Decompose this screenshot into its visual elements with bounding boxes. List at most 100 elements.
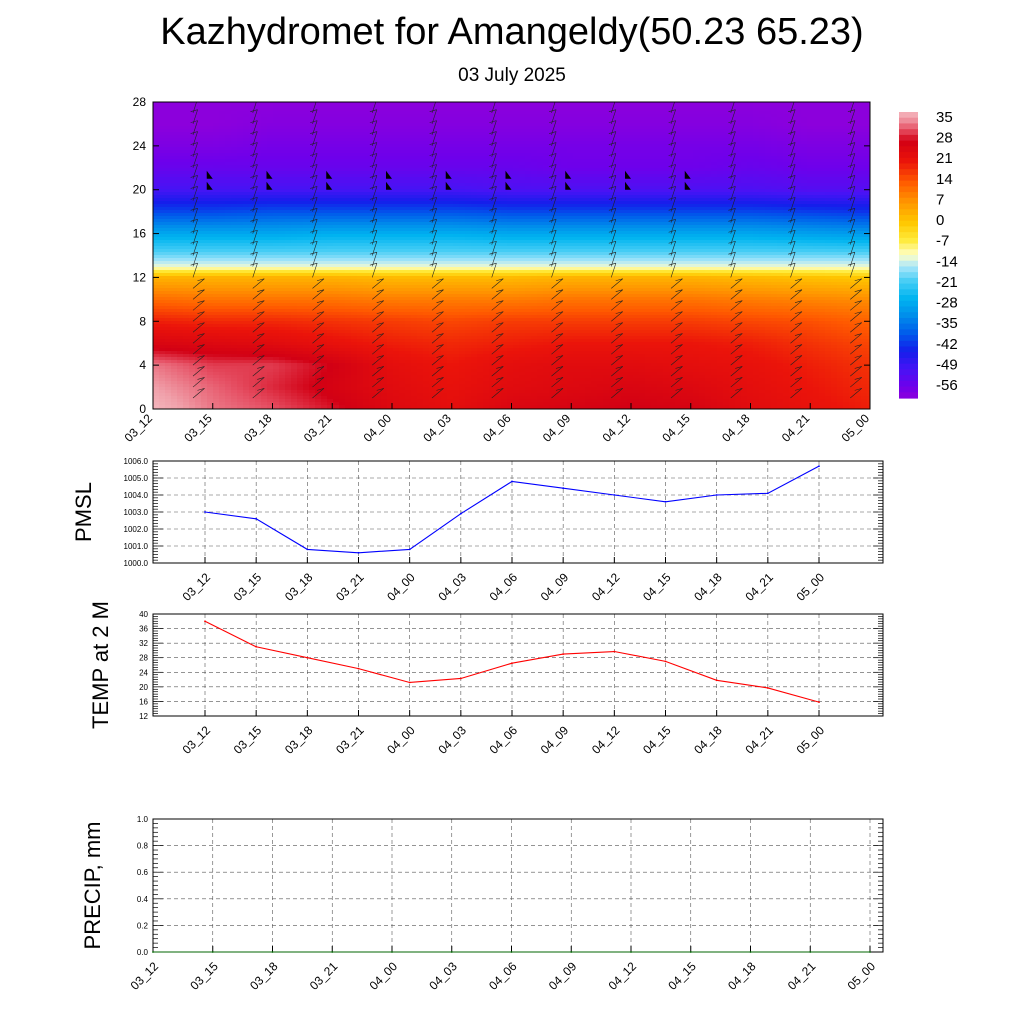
heatmap-cell [309,144,316,148]
heatmap-cell [381,153,388,157]
heatmap-cell [285,213,292,217]
heatmap-cell [315,201,322,205]
heatmap-cell [345,174,352,178]
heatmap-cell [441,213,448,217]
heatmap-cell [297,216,304,220]
heatmap-cell [153,120,160,124]
heatmap-cell [309,282,316,286]
heatmap-cell [189,348,196,352]
heatmap-cell [417,204,424,208]
heatmap-cell [369,270,376,274]
heatmap-cell [171,228,178,232]
heatmap-cell [177,213,184,217]
heatmap-cell [435,312,442,316]
heatmap-cell [405,312,412,316]
heatmap-cell [213,162,220,166]
heatmap-cell [321,258,328,262]
heatmap-cell [423,168,430,172]
heatmap-cell [381,324,388,328]
heatmap-cell [411,198,418,202]
heatmap-cell [273,297,280,301]
heatmap-cell [183,186,190,190]
heatmap-cell [411,351,418,355]
heatmap-cell [291,135,298,139]
heatmap-cell [177,369,184,373]
heatmap-cell [441,195,448,199]
heatmap-cell [195,234,202,238]
heatmap-cell [153,321,160,325]
heatmap-cell [165,201,172,205]
heatmap-cell [333,315,340,319]
heatmap-cell [315,336,322,340]
heatmap-cell [429,285,436,289]
heatmap-cell [321,306,328,310]
heatmap-cell [417,258,424,262]
heatmap-cell [249,240,256,244]
heatmap-cell [381,399,388,403]
heatmap-cell [399,399,406,403]
heatmap-cell [381,327,388,331]
heatmap-cell [231,102,238,106]
heatmap-cell [231,375,238,379]
heatmap-cell [171,357,178,361]
heatmap-cell [213,303,220,307]
heatmap-cell [201,273,208,277]
heatmap-cell [381,396,388,400]
heatmap-cell [345,333,352,337]
heatmap-cell [381,378,388,382]
heatmap-cell [207,234,214,238]
heatmap-cell [387,291,394,295]
heatmap-cell [213,231,220,235]
heatmap-cell [171,213,178,217]
heatmap-cell [387,147,394,151]
heatmap-cell [237,120,244,124]
heatmap-cell [351,243,358,247]
heatmap-cell [357,150,364,154]
heatmap-cell [225,159,232,163]
heatmap-cell [243,264,250,268]
heatmap-cell [279,114,286,118]
heatmap-cell [165,111,172,115]
heatmap-cell [405,237,412,241]
heatmap-cell [273,321,280,325]
heatmap-cell [207,345,214,349]
heatmap-cell [273,387,280,391]
heatmap-cell [393,195,400,199]
heatmap-cell [243,171,250,175]
heatmap-cell [249,396,256,400]
heatmap-cell [279,267,286,271]
heatmap-cell [225,261,232,265]
heatmap-cell [339,324,346,328]
heatmap-cell [429,156,436,160]
heatmap-cell [201,351,208,355]
heatmap-cell [357,219,364,223]
heatmap-cell [393,279,400,283]
heatmap-cell [249,312,256,316]
heatmap-cell [177,192,184,196]
heatmap-cell [393,159,400,163]
heatmap-cell [183,126,190,130]
heatmap-cell [393,207,400,211]
heatmap-cell [381,297,388,301]
heatmap-cell [309,372,316,376]
heatmap-cell [417,141,424,145]
heatmap-cell [243,135,250,139]
heatmap-cell [387,126,394,130]
heatmap-cell [219,309,226,313]
heatmap-cell [399,207,406,211]
heatmap-cell [291,270,298,274]
heatmap-cell [165,300,172,304]
heatmap-cell [441,234,448,238]
heatmap-cell [249,138,256,142]
heatmap-cell [315,300,322,304]
heatmap-cell [195,147,202,151]
heatmap-cell [375,231,382,235]
heatmap-cell [369,159,376,163]
heatmap-cell [285,276,292,280]
heatmap-cell [195,297,202,301]
heatmap-cell [363,399,370,403]
heatmap-cell [237,336,244,340]
heatmap-cell [189,255,196,259]
heatmap-cell [435,360,442,364]
heatmap-cell [273,372,280,376]
